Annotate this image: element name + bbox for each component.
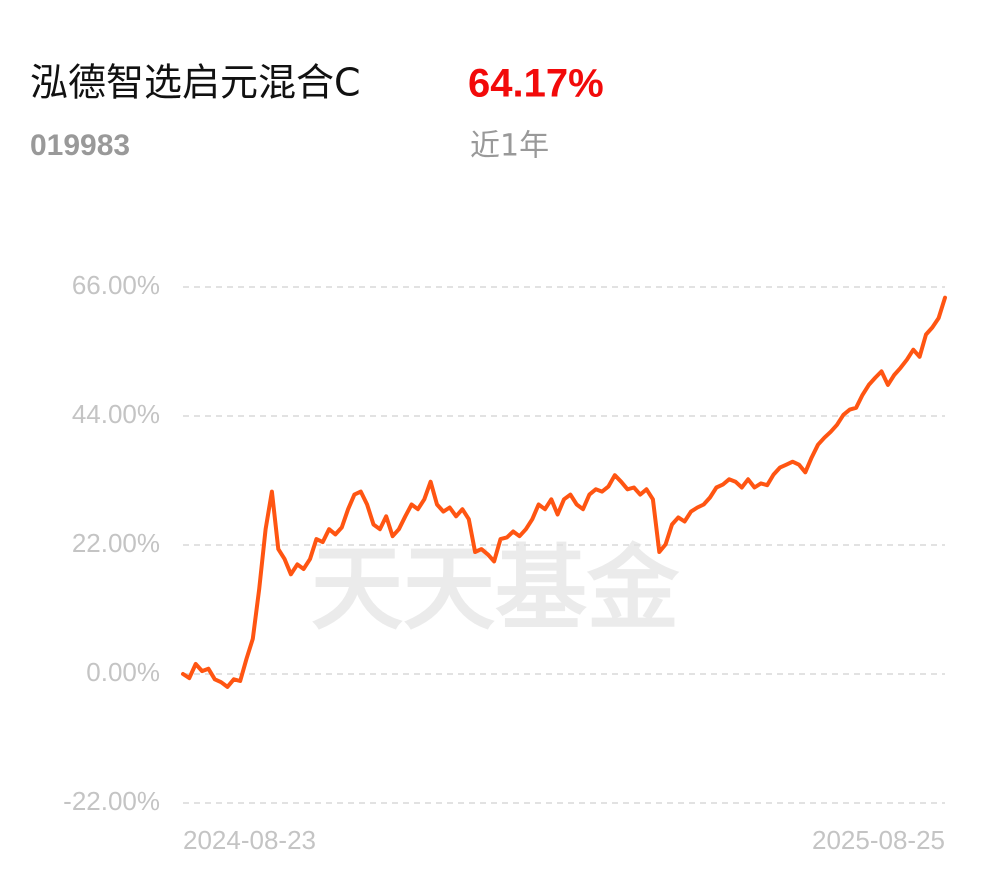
y-tick-label: 44.00% bbox=[72, 399, 160, 429]
line bbox=[181, 295, 947, 689]
y-tick-label: -22.00% bbox=[63, 786, 160, 816]
period: 近1年 bbox=[470, 129, 549, 164]
x-tick-label: 2025-08-25 bbox=[812, 825, 945, 855]
y-tick-label: 22.00% bbox=[72, 528, 160, 558]
y-tick-label: 0.00% bbox=[86, 657, 160, 687]
return: 64.17% bbox=[468, 62, 604, 106]
y-tick-label: 66.00% bbox=[72, 270, 160, 300]
fund-name: 泓德智选启元混合C bbox=[30, 61, 361, 105]
x-tick-label: 2024-08-23 bbox=[183, 825, 316, 855]
fund-code: 019983 bbox=[30, 129, 130, 162]
